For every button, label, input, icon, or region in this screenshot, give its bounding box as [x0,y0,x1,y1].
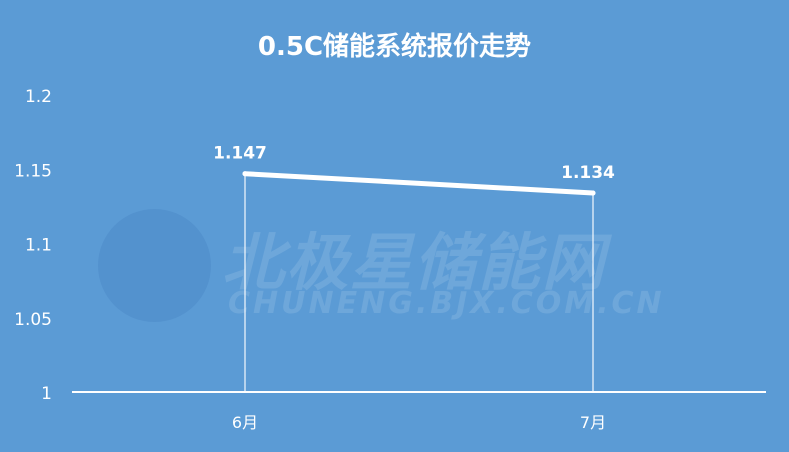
x-tick-label: 7月 [580,413,606,432]
y-tick-label: 1 [41,384,52,404]
data-label: 1.134 [561,163,615,183]
data-label: 1.147 [213,144,267,164]
x-tick-label: 6月 [232,413,258,432]
y-tick-label: 1.05 [14,310,52,330]
watermark-text: 北极星储能网 [222,226,607,299]
data-point [590,190,596,196]
chart-title: 0.5C储能系统报价走势 [257,32,532,62]
y-tick-label: 1.15 [14,161,52,181]
y-tick-label: 1.1 [25,236,52,256]
series-line [242,171,596,196]
watermark-url: CHUNENG.BJX.COM.CN [228,286,665,321]
data-point [242,171,248,177]
watermark-logo-icon [98,209,211,322]
y-tick-label: 1.2 [25,87,52,107]
